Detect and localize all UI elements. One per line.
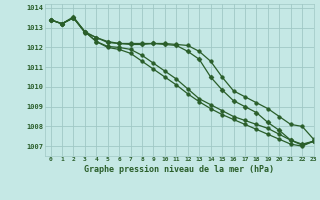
X-axis label: Graphe pression niveau de la mer (hPa): Graphe pression niveau de la mer (hPa)	[84, 165, 274, 174]
